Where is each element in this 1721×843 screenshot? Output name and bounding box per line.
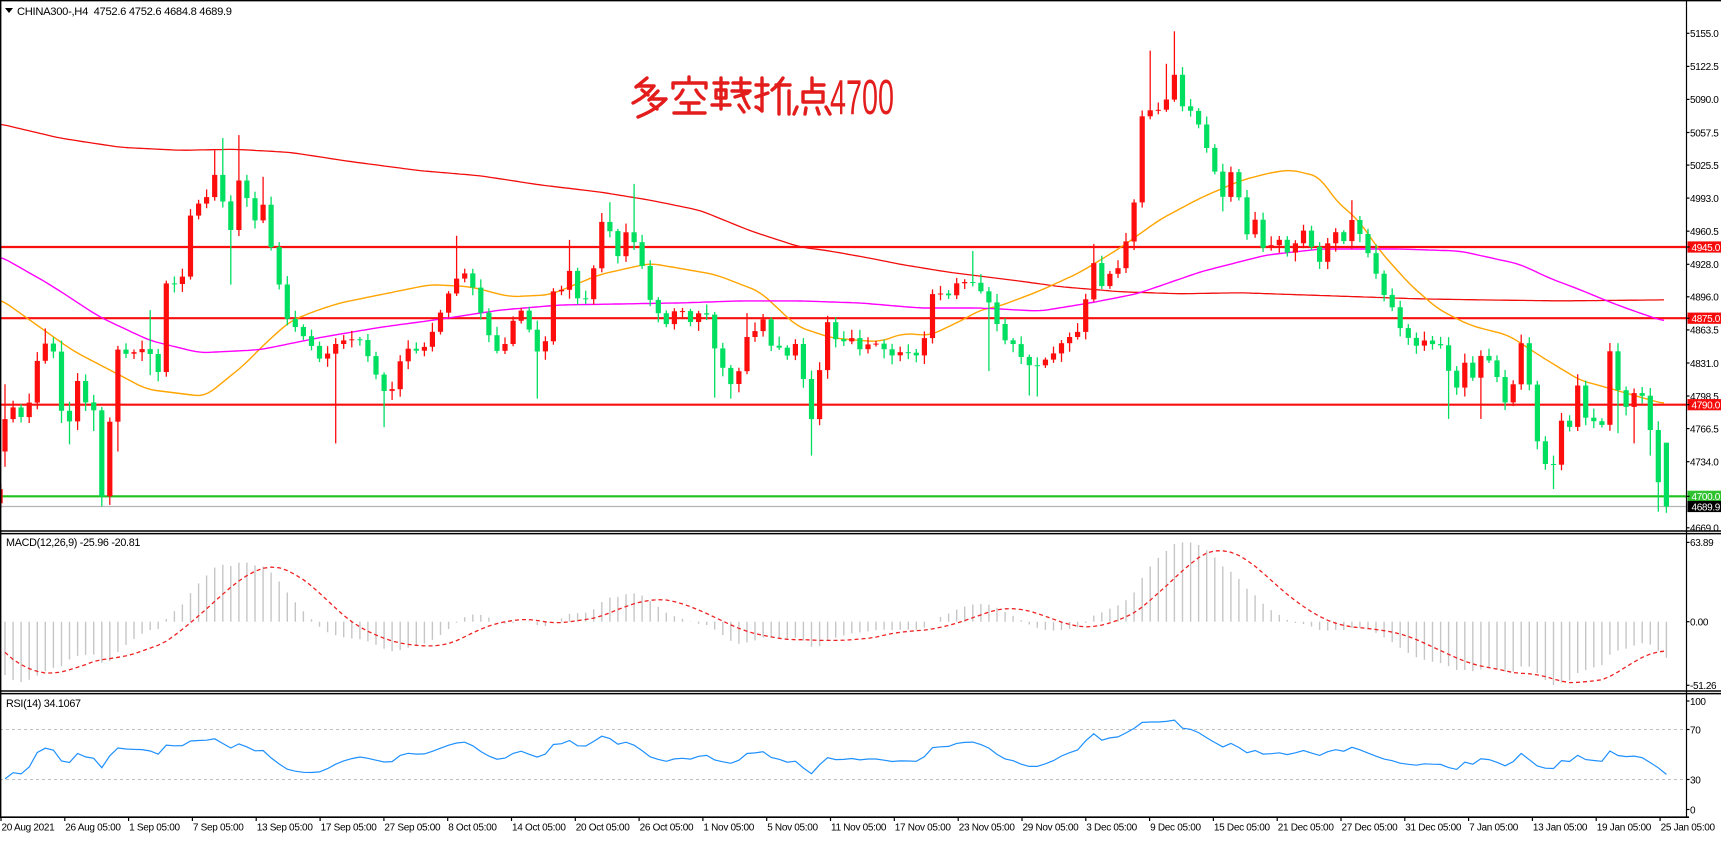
svg-text:4766.5: 4766.5 [1690, 424, 1719, 435]
svg-text:5122.5: 5122.5 [1690, 62, 1719, 73]
svg-text:-51.26: -51.26 [1690, 681, 1717, 692]
svg-text:100: 100 [1690, 697, 1706, 708]
svg-text:CHINA300-,H4 4752.6 4752.6 46: CHINA300-,H4 4752.6 4752.6 4684.8 4689.9 [17, 6, 232, 18]
svg-text:13 Jan 05:00: 13 Jan 05:00 [1533, 823, 1588, 834]
svg-text:5057.5: 5057.5 [1690, 128, 1719, 139]
svg-text:4928.0: 4928.0 [1690, 260, 1719, 271]
svg-text:4993.0: 4993.0 [1690, 194, 1719, 205]
svg-text:14 Oct 05:00: 14 Oct 05:00 [512, 823, 566, 834]
svg-text:4863.5: 4863.5 [1690, 326, 1719, 337]
svg-text:17 Nov 05:00: 17 Nov 05:00 [895, 823, 952, 834]
svg-text:17 Sep 05:00: 17 Sep 05:00 [321, 823, 378, 834]
svg-text:27 Dec 05:00: 27 Dec 05:00 [1342, 823, 1399, 834]
svg-text:20 Oct 05:00: 20 Oct 05:00 [576, 823, 630, 834]
svg-text:RSI(14) 34.1067: RSI(14) 34.1067 [6, 698, 81, 710]
svg-text:29 Nov 05:00: 29 Nov 05:00 [1023, 823, 1080, 834]
svg-text:4689.9: 4689.9 [1692, 502, 1721, 513]
svg-text:4790.0: 4790.0 [1692, 401, 1721, 412]
svg-text:70: 70 [1690, 725, 1701, 736]
svg-text:0: 0 [1690, 805, 1696, 816]
svg-text:23 Nov 05:00: 23 Nov 05:00 [959, 823, 1016, 834]
svg-text:15 Dec 05:00: 15 Dec 05:00 [1214, 823, 1271, 834]
svg-text:7 Jan 05:00: 7 Jan 05:00 [1469, 823, 1519, 834]
svg-text:1 Nov 05:00: 1 Nov 05:00 [703, 823, 754, 834]
svg-text:4734.0: 4734.0 [1690, 458, 1719, 469]
svg-text:4945.0: 4945.0 [1692, 243, 1721, 254]
svg-text:5 Nov 05:00: 5 Nov 05:00 [767, 823, 818, 834]
svg-text:8 Oct 05:00: 8 Oct 05:00 [448, 823, 497, 834]
svg-text:20 Aug 2021: 20 Aug 2021 [2, 823, 56, 834]
svg-text:MACD(12,26,9) -25.96 -20.81: MACD(12,26,9) -25.96 -20.81 [6, 537, 140, 549]
svg-text:5090.0: 5090.0 [1690, 95, 1719, 106]
svg-text:11 Nov 05:00: 11 Nov 05:00 [831, 823, 887, 834]
svg-text:7 Sep 05:00: 7 Sep 05:00 [193, 823, 244, 834]
svg-text:4875.0: 4875.0 [1692, 314, 1721, 325]
svg-text:31 Dec 05:00: 31 Dec 05:00 [1405, 823, 1462, 834]
svg-text:21 Dec 05:00: 21 Dec 05:00 [1278, 823, 1335, 834]
svg-text:26 Oct 05:00: 26 Oct 05:00 [640, 823, 694, 834]
svg-text:4669.0: 4669.0 [1690, 524, 1719, 535]
svg-text:4700: 4700 [830, 71, 894, 125]
svg-text:4831.0: 4831.0 [1690, 359, 1719, 370]
svg-text:19 Jan 05:00: 19 Jan 05:00 [1597, 823, 1652, 834]
svg-text:30: 30 [1690, 775, 1701, 786]
svg-text:4960.5: 4960.5 [1690, 227, 1719, 238]
svg-text:0.00: 0.00 [1690, 618, 1709, 629]
svg-text:13 Sep 05:00: 13 Sep 05:00 [257, 823, 314, 834]
svg-text:27 Sep 05:00: 27 Sep 05:00 [384, 823, 441, 834]
svg-text:25 Jan 05:00: 25 Jan 05:00 [1661, 823, 1716, 834]
svg-text:5155.0: 5155.0 [1690, 29, 1719, 40]
svg-text:26 Aug 05:00: 26 Aug 05:00 [65, 823, 121, 834]
svg-text:1 Sep 05:00: 1 Sep 05:00 [129, 823, 180, 834]
svg-text:9 Dec 05:00: 9 Dec 05:00 [1150, 823, 1201, 834]
svg-text:5025.5: 5025.5 [1690, 161, 1719, 172]
svg-text:63.89: 63.89 [1690, 538, 1714, 549]
svg-text:3 Dec 05:00: 3 Dec 05:00 [1086, 823, 1137, 834]
svg-text:4896.0: 4896.0 [1690, 293, 1719, 304]
